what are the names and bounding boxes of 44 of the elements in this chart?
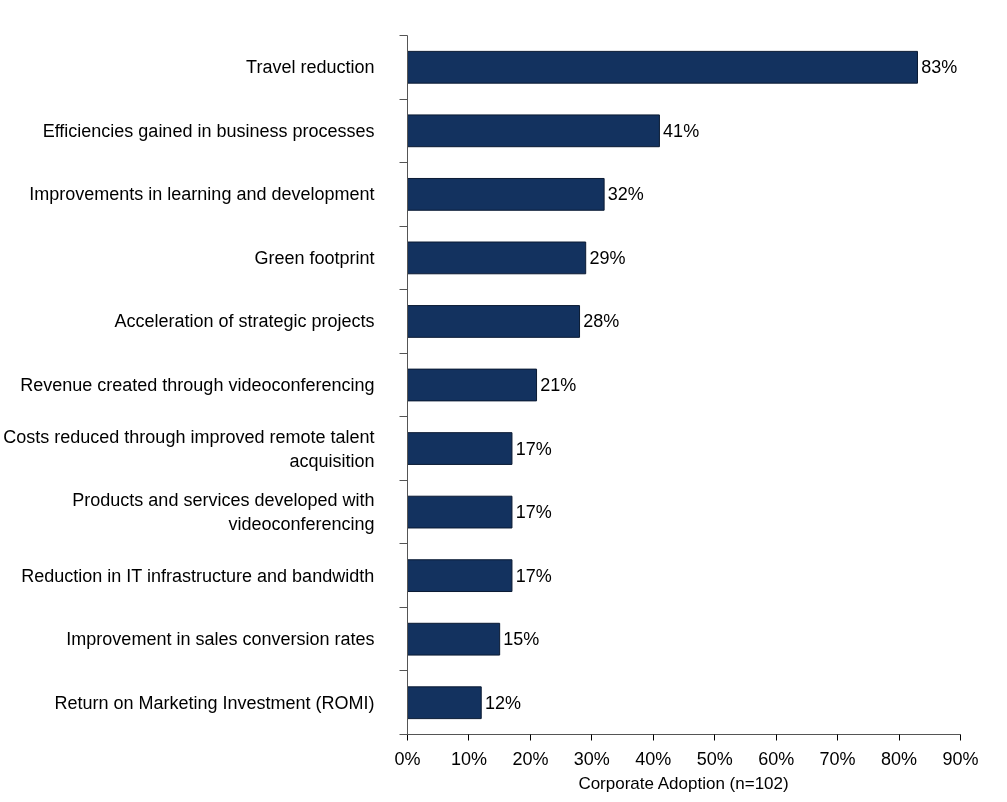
data-label: 15%: [503, 629, 540, 650]
x-tick-label: 50%: [696, 748, 733, 769]
data-label: 83%: [921, 57, 958, 78]
y-tick-label: Improvement in sales conversion rates: [66, 629, 375, 650]
y-tick-label: Reduction in IT infrastructure and bandwidth: [21, 565, 375, 586]
y-tick-label: Revenue created through videoconferencing: [20, 375, 375, 395]
bar: [407, 50, 918, 84]
bar: [407, 177, 605, 211]
y-tick-label: Improvements in learning and development: [29, 184, 375, 205]
data-label: 17%: [515, 502, 552, 523]
bar: [407, 686, 482, 720]
x-tick-label: 30%: [573, 748, 610, 769]
data-label: 17%: [515, 438, 552, 459]
y-tick-label: Efficiencies gained in business processes: [42, 120, 375, 141]
data-label: 12%: [484, 692, 521, 713]
y-tick-label: Acceleration of strategic projects: [114, 311, 375, 332]
y-tick-label: Return on Marketing Investment (ROMI): [54, 692, 375, 713]
x-tick-label: 40%: [635, 748, 672, 769]
y-tick-label: Green footprint: [254, 247, 375, 268]
bar: [407, 241, 587, 275]
x-axis-title: Corporate Adoption (n=102): [578, 773, 789, 793]
data-label: 21%: [540, 375, 577, 395]
x-tick-label: 60%: [758, 748, 795, 769]
x-tick-label: 70%: [819, 748, 856, 769]
y-tick-label: Products and services developed with videoconferencing: [72, 490, 375, 535]
bar: [407, 495, 513, 529]
bar: [407, 305, 581, 338]
data-label: 17%: [515, 565, 552, 586]
x-tick-label: 20%: [512, 748, 549, 769]
x-tick-label: 0%: [394, 748, 421, 769]
data-label: 29%: [589, 247, 626, 268]
bar: [407, 559, 513, 593]
x-tick-label: 90%: [942, 748, 979, 769]
y-tick-label: Travel reduction: [246, 57, 375, 78]
bar: [407, 368, 538, 402]
bar: [407, 114, 660, 148]
data-label: 28%: [583, 311, 620, 332]
x-tick-label: 80%: [881, 748, 918, 769]
y-tick-label: Costs reduced through improved remote talent acquisition: [3, 426, 375, 471]
bar: [407, 432, 513, 465]
data-label: 41%: [663, 120, 700, 141]
x-tick-label: 10%: [450, 748, 487, 769]
data-label: 32%: [607, 184, 644, 205]
bar: [407, 622, 501, 656]
